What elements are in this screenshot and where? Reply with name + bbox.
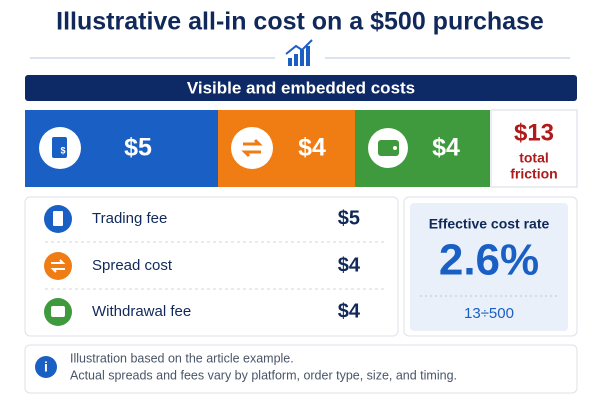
row-amount: $4 bbox=[338, 254, 361, 276]
total-label: total bbox=[519, 150, 549, 166]
tile-amount: $4 bbox=[298, 134, 326, 162]
banner bbox=[25, 75, 577, 101]
breakdown-icons bbox=[44, 205, 72, 326]
rate-panel bbox=[410, 203, 568, 331]
total-amount: $13 bbox=[514, 119, 554, 146]
title: Illustrative all-in cost on a $500 purch… bbox=[56, 8, 544, 36]
row-label: Withdrawal fee bbox=[92, 303, 191, 320]
tile-amount: $4 bbox=[432, 134, 460, 162]
tile-amount: $5 bbox=[124, 134, 152, 162]
svg-text:$: $ bbox=[60, 145, 65, 155]
rate-formula: 13÷500 bbox=[464, 305, 514, 322]
info-icon bbox=[35, 356, 57, 378]
note-line: Illustration based on the article exampl… bbox=[70, 351, 294, 365]
row-label: Spread cost bbox=[92, 257, 173, 274]
note-line: Actual spreads and fees vary by platform… bbox=[70, 368, 457, 382]
row-amount: $5 bbox=[338, 207, 360, 229]
rate-label: Effective cost rate bbox=[429, 216, 550, 232]
info-icon-glyph: i bbox=[44, 359, 48, 375]
rate-value: 2.6% bbox=[439, 236, 539, 285]
title-decoration bbox=[30, 39, 570, 66]
tile-icons: $ bbox=[39, 127, 408, 169]
row-amount: $4 bbox=[338, 300, 361, 322]
breakdown-card bbox=[24, 196, 399, 337]
note-card bbox=[24, 344, 578, 394]
tile-total bbox=[490, 109, 578, 188]
banner-title: Visible and embedded costs bbox=[187, 78, 415, 97]
row-label: Trading fee bbox=[92, 210, 167, 227]
total-label: friction bbox=[510, 166, 557, 182]
